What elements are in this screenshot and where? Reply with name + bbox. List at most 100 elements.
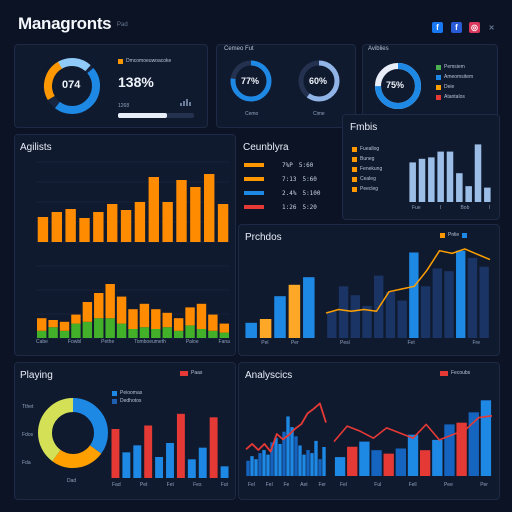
playing-bar <box>155 457 164 478</box>
agilists-stack-orange <box>173 318 184 331</box>
country-row: 7:13 5:60 <box>244 172 332 186</box>
analytics-line <box>245 402 327 453</box>
close-icon[interactable]: ✕ <box>488 24 495 32</box>
agilists-stack-green <box>151 329 161 338</box>
facebook-icon[interactable]: f <box>432 22 443 33</box>
country-row-bar <box>244 163 264 167</box>
analytics-chart-left <box>245 402 327 476</box>
products-bar <box>245 322 257 338</box>
analytics-right-bar <box>334 457 346 476</box>
analytics-right-bar <box>383 453 394 476</box>
fimbis-x-axis: Fue I Bob I <box>412 205 490 211</box>
gauge-1 <box>230 60 272 102</box>
country-row-bar <box>244 205 264 209</box>
kpi-progress-fill <box>118 113 168 118</box>
analytics-right-bar <box>395 448 407 476</box>
fimbis-bar <box>428 157 435 202</box>
fimbis-legend-label: Peecleg <box>360 186 379 192</box>
playing-bar <box>111 429 120 478</box>
agilists-stack-green <box>59 330 70 338</box>
country-row: 1:26 5:20 <box>244 200 332 214</box>
fimbis-bar <box>437 151 444 202</box>
analytics-right-line <box>333 415 493 443</box>
agilists-stack-orange <box>185 307 195 326</box>
instagram-icon[interactable]: ◎ <box>469 22 480 33</box>
agilists-stack-green <box>37 330 47 338</box>
agilists-stack-orange <box>162 312 172 328</box>
analytics-right-bar <box>468 412 479 476</box>
app-title: Managronts <box>18 14 112 33</box>
playing-x-axis: Fad Pet Fet Fes Fut <box>112 482 228 488</box>
agilists-bar <box>120 210 132 242</box>
products-title: Prchdos <box>245 232 282 243</box>
agilists-stack-green <box>219 332 229 338</box>
analytics-bar <box>290 427 294 476</box>
agilists-stack-orange <box>94 293 104 319</box>
products-trend-bar <box>479 266 489 338</box>
analytics-bar <box>246 460 250 476</box>
agilists-stack-orange <box>37 318 47 331</box>
analytics-bar <box>270 442 274 476</box>
activities-legend: Pemsiem Ameomsitem Deie Atantalos <box>436 64 473 100</box>
agilists-bar <box>37 217 49 242</box>
country-row: 2.4% 5:100 <box>244 186 332 200</box>
analytics-x-axis-left: Fel Fel Fe Aet Fer <box>248 482 326 488</box>
fimbis-bar <box>446 151 454 202</box>
fimbis-legend-item: Fueallog <box>352 146 382 152</box>
analytics-bar <box>322 446 326 476</box>
agilists-bar <box>217 204 229 242</box>
agilists-stack-green <box>48 327 58 338</box>
kpi-small-value: 1268 <box>118 103 130 109</box>
analytics-legend: Fecoubs <box>440 370 470 376</box>
analytics-bar <box>318 459 322 476</box>
analytics-bar <box>278 443 282 476</box>
analytics-right-bar <box>480 400 492 476</box>
countries-title: Ceunblyra <box>243 142 289 153</box>
analytics-title: Analyscics <box>245 370 293 381</box>
analytics-right-bar <box>432 439 443 476</box>
gauges-title: Cemeo Fut <box>224 46 254 52</box>
country-row-a: 7%P <box>282 161 293 169</box>
agilists-bar <box>107 204 118 242</box>
analytics-bar <box>306 450 310 476</box>
fimbis-legend: Fueallog Buneg Fenekung Cealeg Peecleg <box>352 146 382 192</box>
playing-bar <box>220 466 229 478</box>
playing-bar <box>122 452 131 478</box>
kpi-legend-swatch <box>118 58 123 64</box>
activities-title: Aviblies <box>368 46 389 52</box>
analytics-right-bar <box>419 450 431 476</box>
agilists-stack-green <box>71 323 81 338</box>
products-chart-left <box>245 277 315 338</box>
country-row-bar <box>244 191 264 195</box>
agilists-stack-green <box>185 325 195 338</box>
products-trend-bar <box>409 252 419 338</box>
gauge-1-label: Cemo <box>245 111 259 117</box>
fimbis-legend-swatch <box>352 156 357 162</box>
country-row-b: 5:60 <box>302 175 317 183</box>
fimbis-bar <box>465 186 472 202</box>
activities-value: 75% <box>386 80 405 90</box>
fimbis-bar <box>474 144 482 202</box>
fimbis-legend-item: Cealeg <box>352 176 382 182</box>
analytics-bar <box>298 445 302 476</box>
agilists-stack-orange <box>128 309 138 329</box>
playing-donut-slice <box>38 398 108 468</box>
agilists-stack-orange <box>71 314 81 324</box>
kpi-donut <box>44 58 100 114</box>
kpi-legend: Dmcomoeuwoacoke <box>118 58 171 64</box>
playing-legend-tag: Paas <box>180 370 202 376</box>
fimbis-bar <box>409 162 416 202</box>
gauges-panel <box>216 44 356 128</box>
agilists-bar <box>176 180 187 242</box>
agilists-stack-green <box>162 327 172 338</box>
analytics-right-bar <box>456 422 467 476</box>
playing-y-axis: Tthet Fdos Fda <box>22 404 34 466</box>
products-trend-bar <box>350 295 360 338</box>
products-legend: Pnlie <box>440 232 468 238</box>
playing-donut-slice <box>38 398 108 468</box>
products-trend-bar <box>327 311 337 338</box>
agilists-bar <box>204 174 215 242</box>
playing-donut-label: Dad <box>67 478 77 484</box>
facebook-alt-icon[interactable]: f <box>451 22 462 33</box>
fimbis-legend-swatch <box>352 166 357 172</box>
